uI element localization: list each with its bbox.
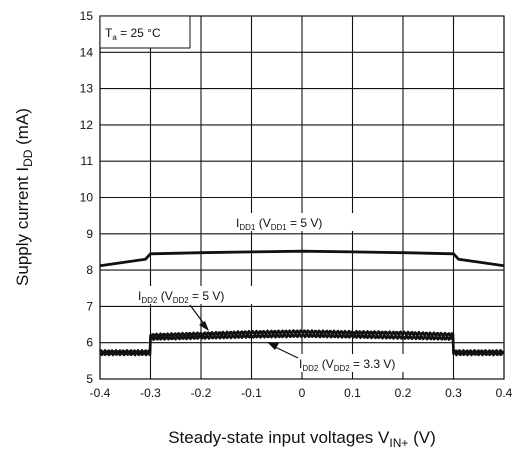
y-tick-label-1: 6 xyxy=(86,336,93,350)
y-tick-label-3: 8 xyxy=(86,263,93,277)
series-label-idd2-3v3: IDD2 (VDD2 = 3.3 V) xyxy=(267,342,430,373)
series-label-idd2-5v: IDD2 (VDD2 = 5 V) xyxy=(134,286,256,331)
series-label-idd2-5v-bg xyxy=(134,286,256,304)
condition-label: Ta = 25 °C xyxy=(105,26,161,42)
plot-frame xyxy=(99,15,505,380)
x-tick-label-2: -0.2 xyxy=(191,386,212,400)
series-label-idd1-bg xyxy=(232,213,366,231)
series-label-idd1-text: IDD1 (VDD1 = 5 V) xyxy=(236,216,322,232)
y-tick-label-5: 10 xyxy=(80,191,94,205)
y-axis-title: Supply current IDD (mA) xyxy=(13,108,35,286)
condition-box: Ta = 25 °C xyxy=(99,15,191,49)
series-label-idd2-3v3-bg xyxy=(296,354,430,372)
y-tick-label-8: 13 xyxy=(80,82,94,96)
tick-labels: -0.4 -0.3 -0.2 -0.1 0 0.1 0.2 0.3 0.4 5 6 7 8 9 10 11 12… xyxy=(80,9,513,400)
y-tick-label-6: 11 xyxy=(81,154,94,168)
series-line-0 xyxy=(99,249,505,268)
condition-box-frame xyxy=(99,15,191,49)
x-tick-label-0: -0.4 xyxy=(90,386,111,400)
x-tick-label-6: 0.2 xyxy=(395,386,412,400)
series-label-idd2-3v3-text: IDD2 (VDD2 = 3.3 V) xyxy=(299,357,395,373)
x-tick-label-8: 0.4 xyxy=(496,386,513,400)
x-tick-label-1: -0.3 xyxy=(140,386,161,400)
series-label-idd1: IDD1 (VDD1 = 5 V) xyxy=(232,213,366,232)
series-line-2 xyxy=(99,332,505,357)
x-tick-label-3: -0.1 xyxy=(241,386,262,400)
series-label-idd2-3v3-arrowhead xyxy=(267,342,279,350)
series-layer xyxy=(98,249,505,357)
y-tick-label-2: 7 xyxy=(86,299,93,313)
y-tick-label-7: 12 xyxy=(80,118,94,132)
x-axis-title: Steady-state input voltages VIN+ (V) xyxy=(168,428,436,450)
y-tick-label-4: 9 xyxy=(86,227,93,241)
y-tick-label-10: 15 xyxy=(80,9,94,23)
series-label-idd2-5v-text: IDD2 (VDD2 = 5 V) xyxy=(138,289,224,305)
x-tick-label-7: 0.3 xyxy=(445,386,462,400)
y-tick-label-9: 14 xyxy=(80,45,94,59)
x-tick-label-5: 0.1 xyxy=(344,386,361,400)
series-label-idd2-5v-arrowhead xyxy=(199,321,209,331)
x-tick-label-4: 0 xyxy=(299,386,306,400)
y-tick-label-0: 5 xyxy=(86,372,93,386)
